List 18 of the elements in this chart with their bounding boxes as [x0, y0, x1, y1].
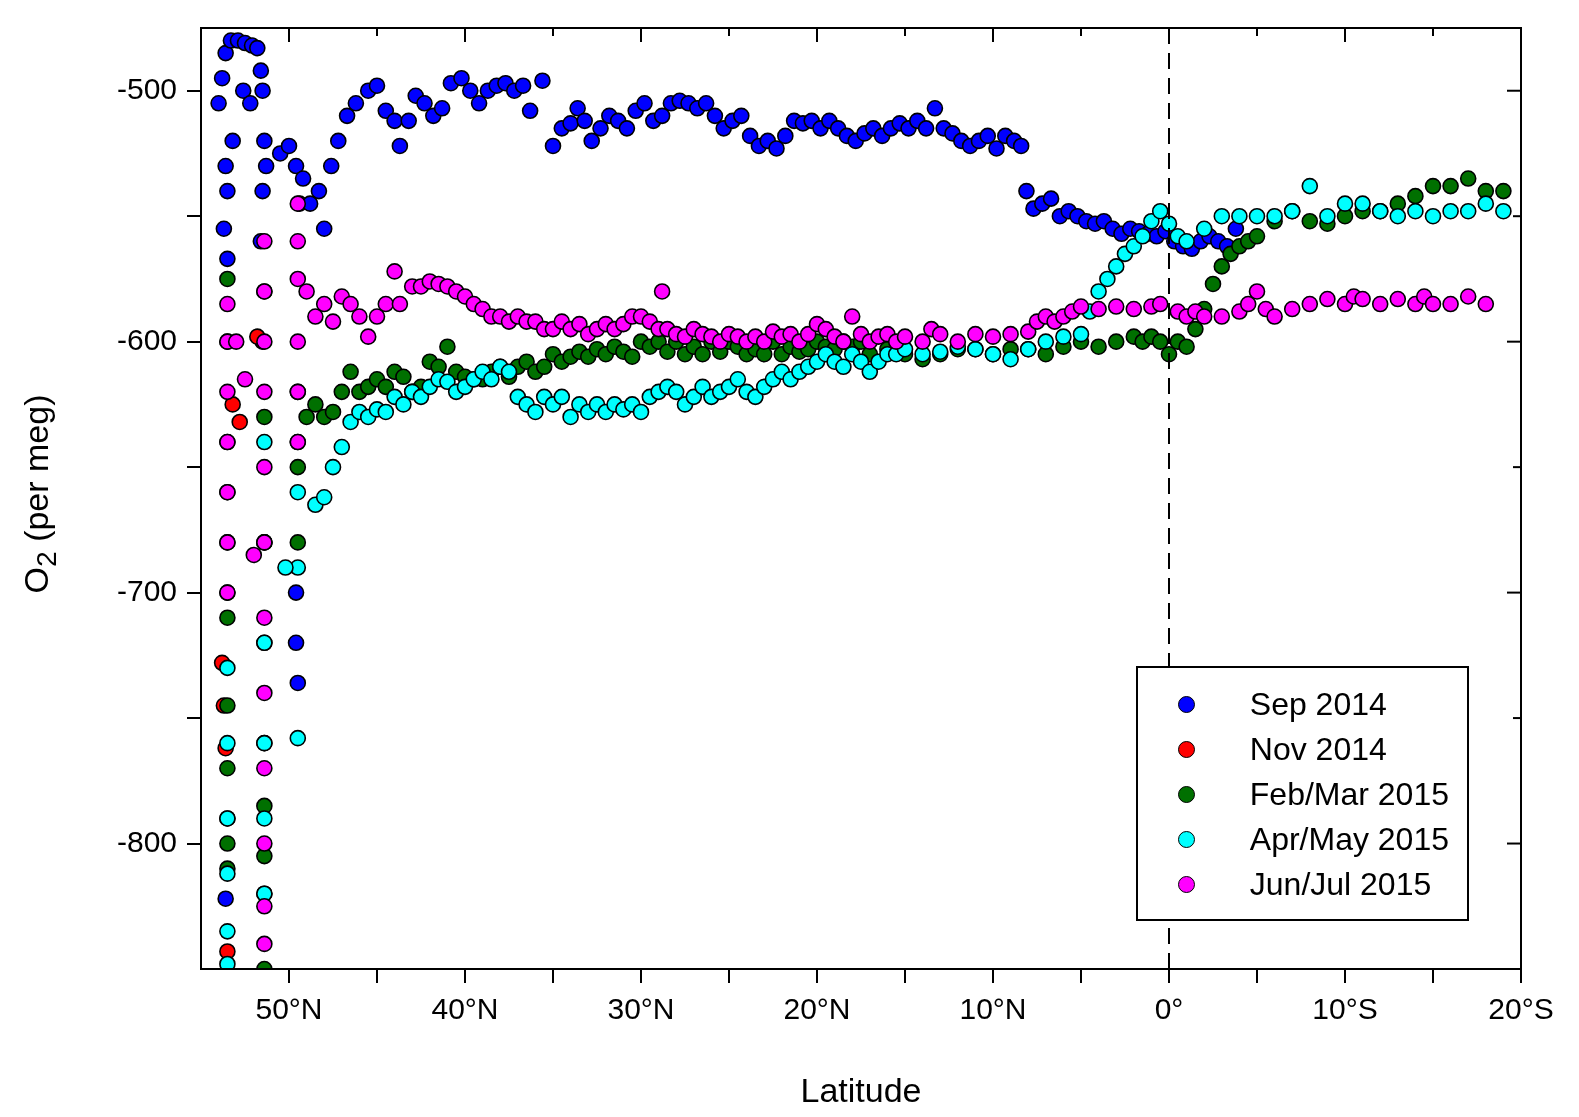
y-tick-label: -700: [116, 573, 177, 607]
x-tick-label: 30°N: [607, 992, 675, 1026]
x-tick-label: 20°N: [783, 992, 851, 1026]
y-tick-label: -800: [116, 824, 177, 858]
x-tick-label: 10°N: [959, 992, 1027, 1026]
x-tick-label: 40°N: [431, 992, 499, 1026]
y-tick-label: -500: [116, 72, 177, 105]
x-tick-label: 20°S: [1488, 992, 1554, 1026]
legend-label: Sep 2014: [1249, 686, 1387, 723]
x-tick-label: 50°N: [255, 992, 323, 1026]
legend-label: Nov 2014: [1249, 731, 1387, 768]
legend-label: Apr/May 2015: [1249, 821, 1449, 858]
y-tick-label: -600: [116, 322, 177, 356]
legend-label: Jun/Jul 2015: [1249, 866, 1432, 903]
x-tick-label: 10°S: [1312, 992, 1378, 1026]
x-axis-title: Latitude: [800, 1070, 922, 1109]
x-tick-label: 0°: [1154, 992, 1184, 1026]
legend-label: Feb/Mar 2015: [1249, 776, 1449, 813]
